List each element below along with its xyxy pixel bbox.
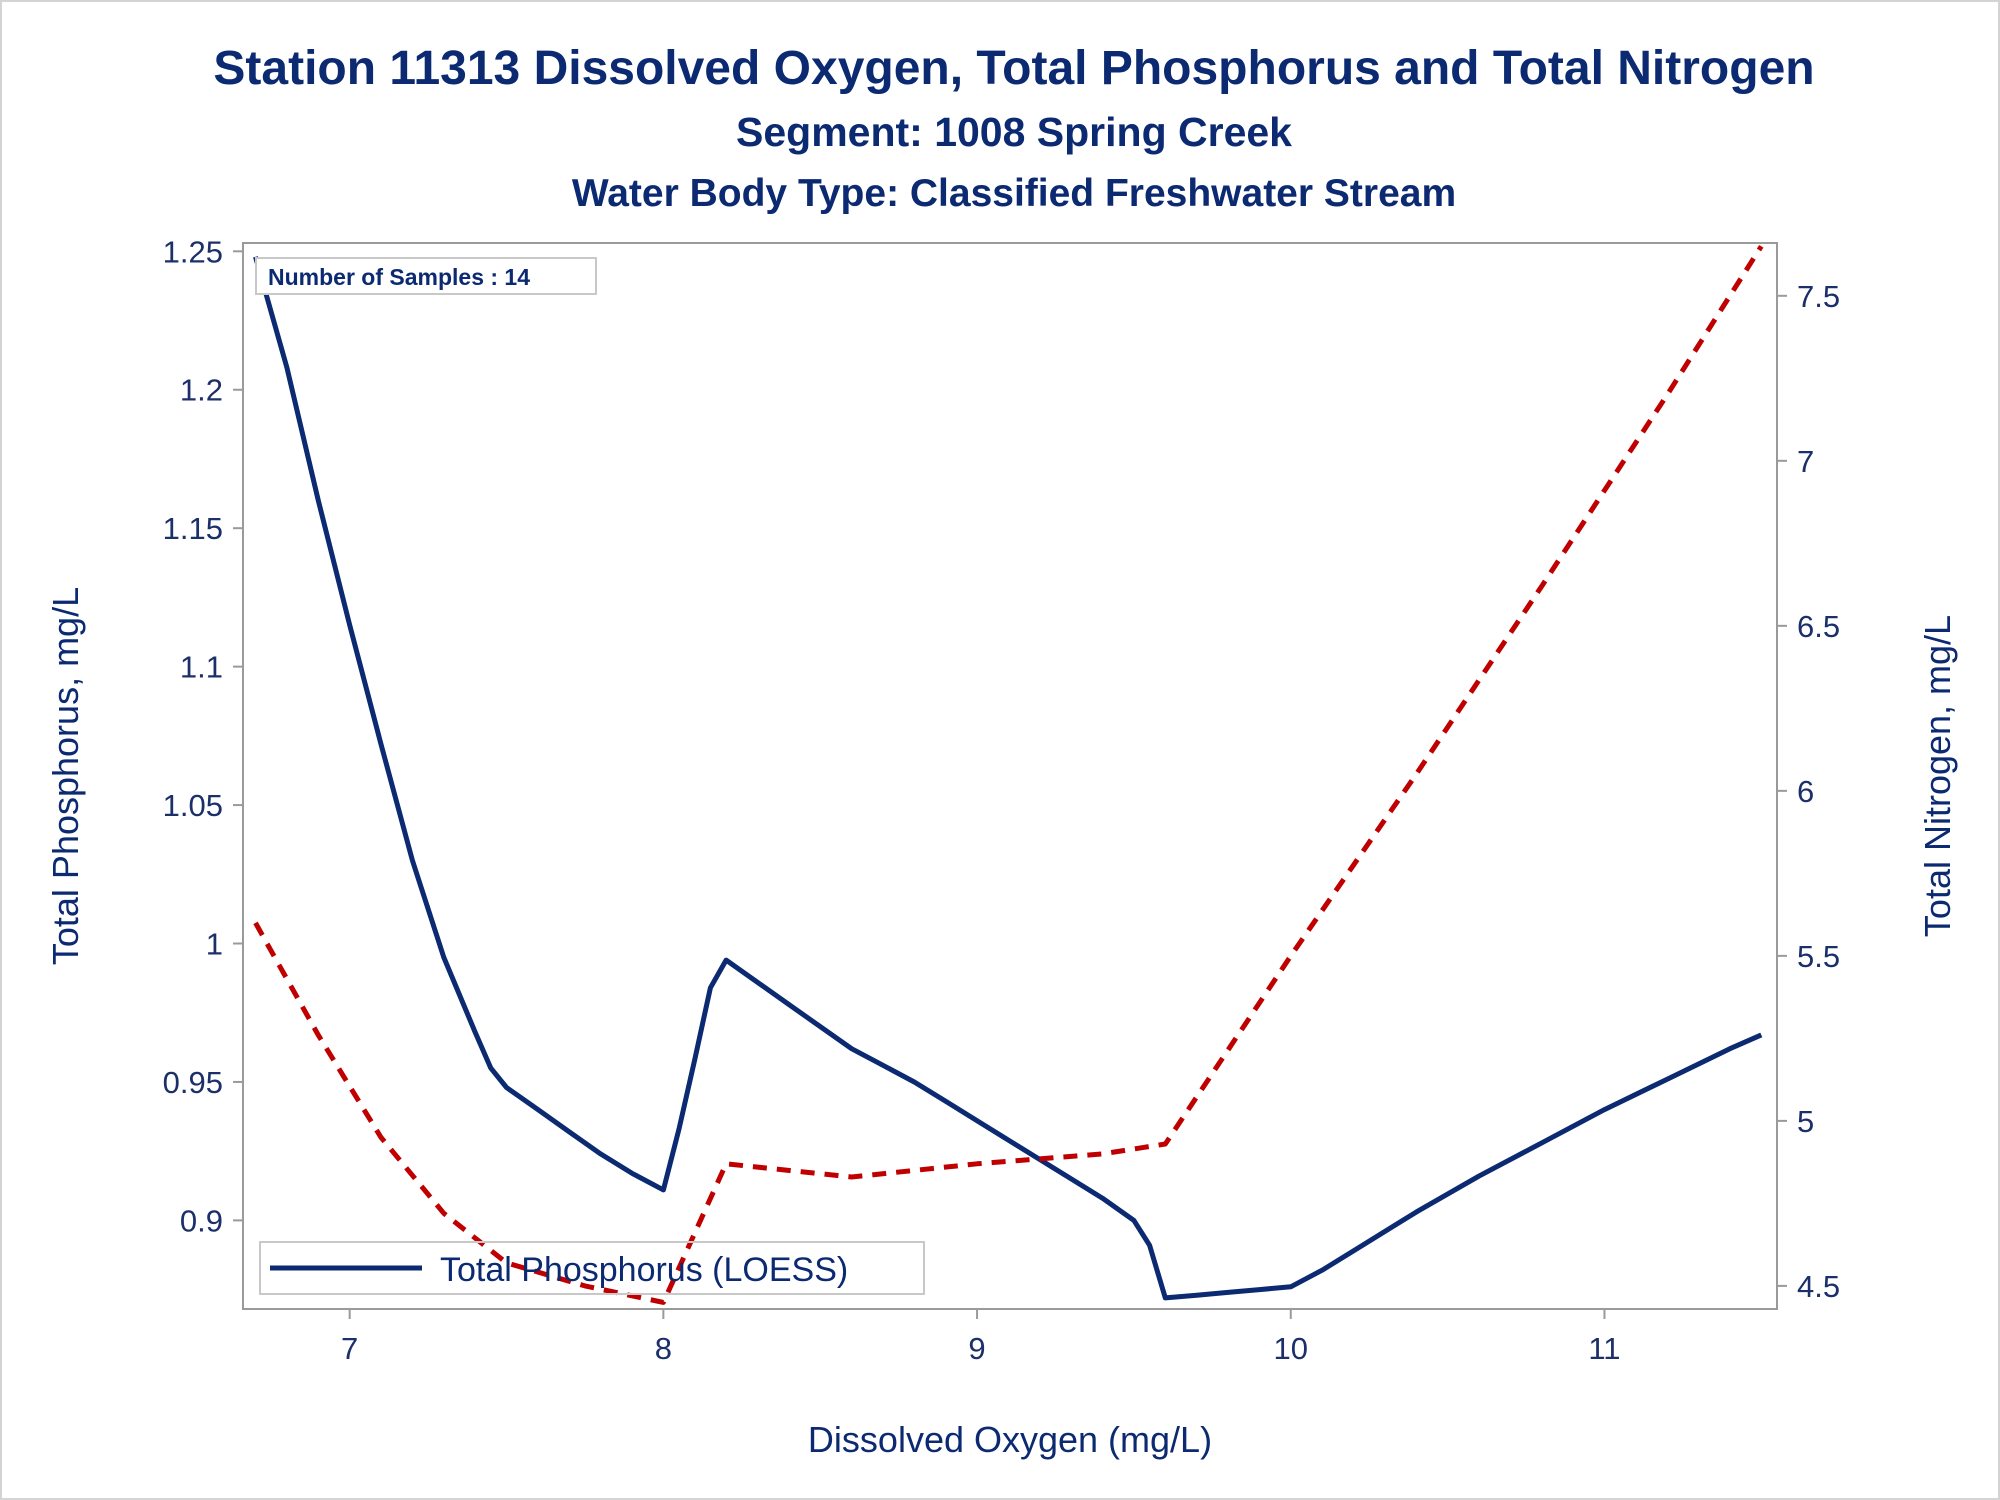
x-tick-label: 8 [655, 1331, 672, 1366]
y-tick-label: 1.25 [163, 234, 223, 269]
sample-count-text: Number of Samples : 14 [268, 264, 530, 290]
y-tick-label: 1.05 [163, 788, 223, 823]
y2-tick-label: 5.5 [1797, 939, 1840, 974]
series-layer [253, 244, 1764, 1305]
x-axis: 7 8 9 10 11 [341, 1309, 1621, 1366]
y2-axis-label: Total Nitrogen, mg/L [1917, 615, 1958, 937]
y2-tick-label: 5 [1797, 1104, 1814, 1139]
y-tick-label: 0.95 [163, 1065, 223, 1100]
x-axis-label: Dissolved Oxygen (mg/L) [808, 1419, 1212, 1460]
y-tick-label: 1.2 [180, 373, 223, 408]
y-axis-left: 0.9 0.95 1 1.05 1.1 1.15 1.2 1.25 [163, 234, 243, 1238]
x-tick-label: 9 [968, 1331, 985, 1366]
y2-tick-label: 6.5 [1797, 609, 1840, 644]
y-tick-label: 1.15 [163, 511, 223, 546]
y2-tick-label: 7 [1797, 444, 1814, 479]
series-line-total-phosphorus [253, 256, 1763, 1301]
sample-count-border [255, 257, 597, 295]
y-tick-label: 0.9 [180, 1203, 223, 1238]
y2-tick-label: 4.5 [1797, 1269, 1840, 1304]
series-line-total-nitrogen [253, 244, 1764, 1305]
x-tick-label: 10 [1274, 1331, 1308, 1366]
y-axis-right: 4.5 5 5.5 6 6.5 7 7.5 [1777, 279, 1840, 1304]
sample-count-box: Number of Samples : 14 [255, 257, 597, 295]
chart-title: Station 11313 Dissolved Oxygen, Total Ph… [213, 42, 1814, 95]
y2-tick-label: 7.5 [1797, 279, 1840, 314]
chart-subtitle: Segment: 1008 Spring Creek [736, 109, 1292, 155]
y-tick-label: 1.1 [180, 650, 223, 685]
legend-border [259, 1241, 925, 1295]
legend: Total Phosphorus (LOESS) [259, 1241, 925, 1295]
legend-label-total-phosphorus: Total Phosphorus (LOESS) [440, 1251, 848, 1289]
y2-tick-label: 6 [1797, 774, 1814, 809]
y-axis-label: Total Phosphorus, mg/L [45, 587, 86, 965]
x-tick-label: 7 [341, 1331, 358, 1366]
x-tick-label: 11 [1588, 1331, 1620, 1366]
chart-subtitle-2: Water Body Type: Classified Freshwater S… [572, 172, 1456, 215]
plot-area [242, 242, 1778, 1310]
y-tick-label: 1 [206, 927, 223, 962]
